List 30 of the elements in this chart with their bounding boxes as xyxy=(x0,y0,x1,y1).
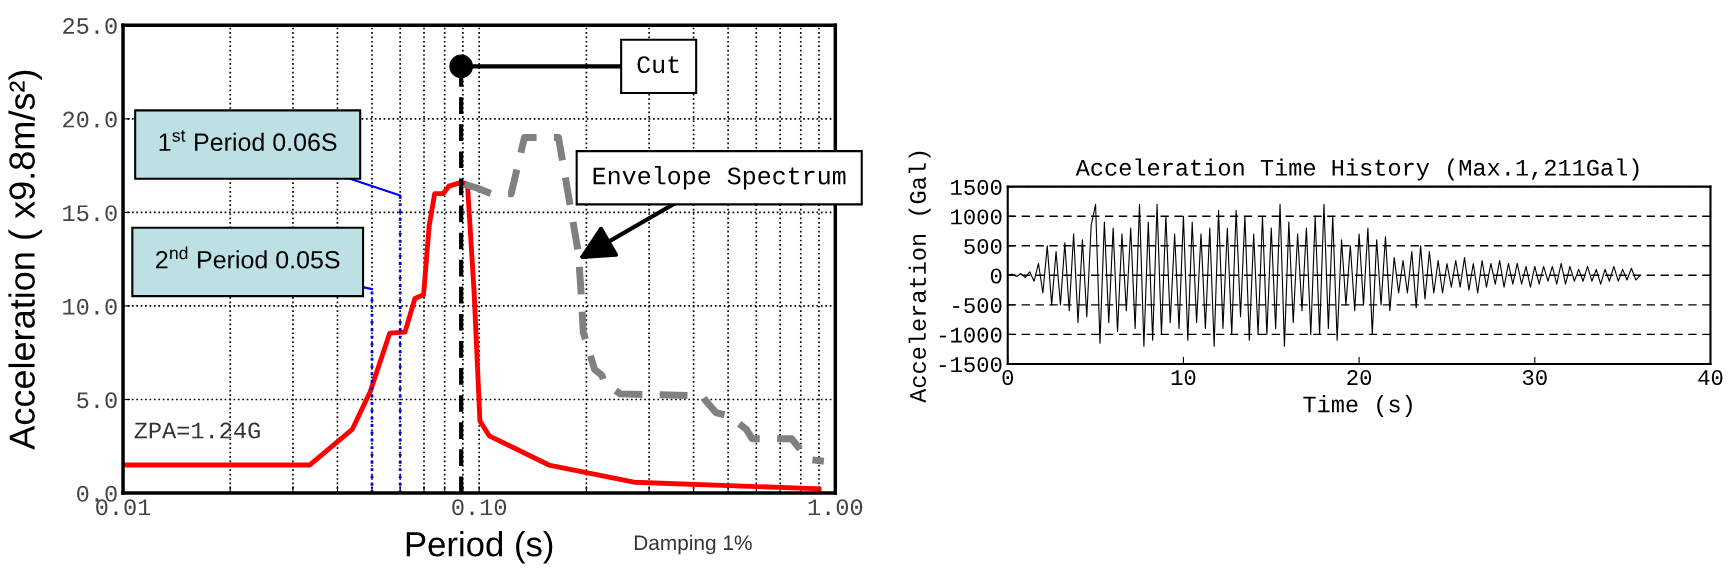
y-tick-label: 5.0 xyxy=(77,392,117,409)
x-tick-label: 0.10 xyxy=(452,499,507,516)
y-tick-label: 15.0 xyxy=(63,205,117,222)
chart-title: Acceleration Time History (Max.1,211Gal) xyxy=(1075,158,1639,181)
y-tick-label: 0 xyxy=(990,268,1002,284)
y-tick-label: 1500 xyxy=(951,179,1002,195)
y-tick-label: 25.0 xyxy=(63,18,117,35)
y-tick-label: 10.0 xyxy=(63,298,117,315)
annotation: 2$^{nd}$ Period 0.05S xyxy=(156,246,340,269)
text: Damping 1% xyxy=(634,534,752,555)
y-tick-label: 500 xyxy=(964,238,1002,255)
x-tick-label: 1.00 xyxy=(808,499,863,516)
y-tick-label: 1000 xyxy=(951,209,1002,225)
annotation: 1$^{st}$ Period 0.06S xyxy=(159,130,337,152)
y-tick-label: -1000 xyxy=(939,327,1002,343)
annotation: Cut xyxy=(637,56,679,74)
x-tick-label: 10 xyxy=(1171,370,1196,386)
x-tick-label: 20 xyxy=(1347,370,1372,386)
x-axis-title: Period (s) xyxy=(406,531,553,564)
y-tick-label: -500 xyxy=(953,298,1002,314)
x-tick-label: 0 xyxy=(1002,370,1014,386)
annotation: ZPA=1.24G xyxy=(134,422,260,439)
y-tick-label: 20.0 xyxy=(63,111,117,128)
x-tick-label: 30 xyxy=(1522,370,1547,386)
annotation: Envelope Spectrum xyxy=(593,166,846,190)
x-axis-title: Time (s) xyxy=(1303,395,1412,418)
y-tick-label: -1500 xyxy=(939,357,1002,373)
y-axis-title: Acceleration (Gal) xyxy=(908,151,931,403)
x-tick-label: 40 xyxy=(1698,370,1723,386)
y-axis-title: Acceleration ( x9.8m/s²) xyxy=(8,70,43,450)
